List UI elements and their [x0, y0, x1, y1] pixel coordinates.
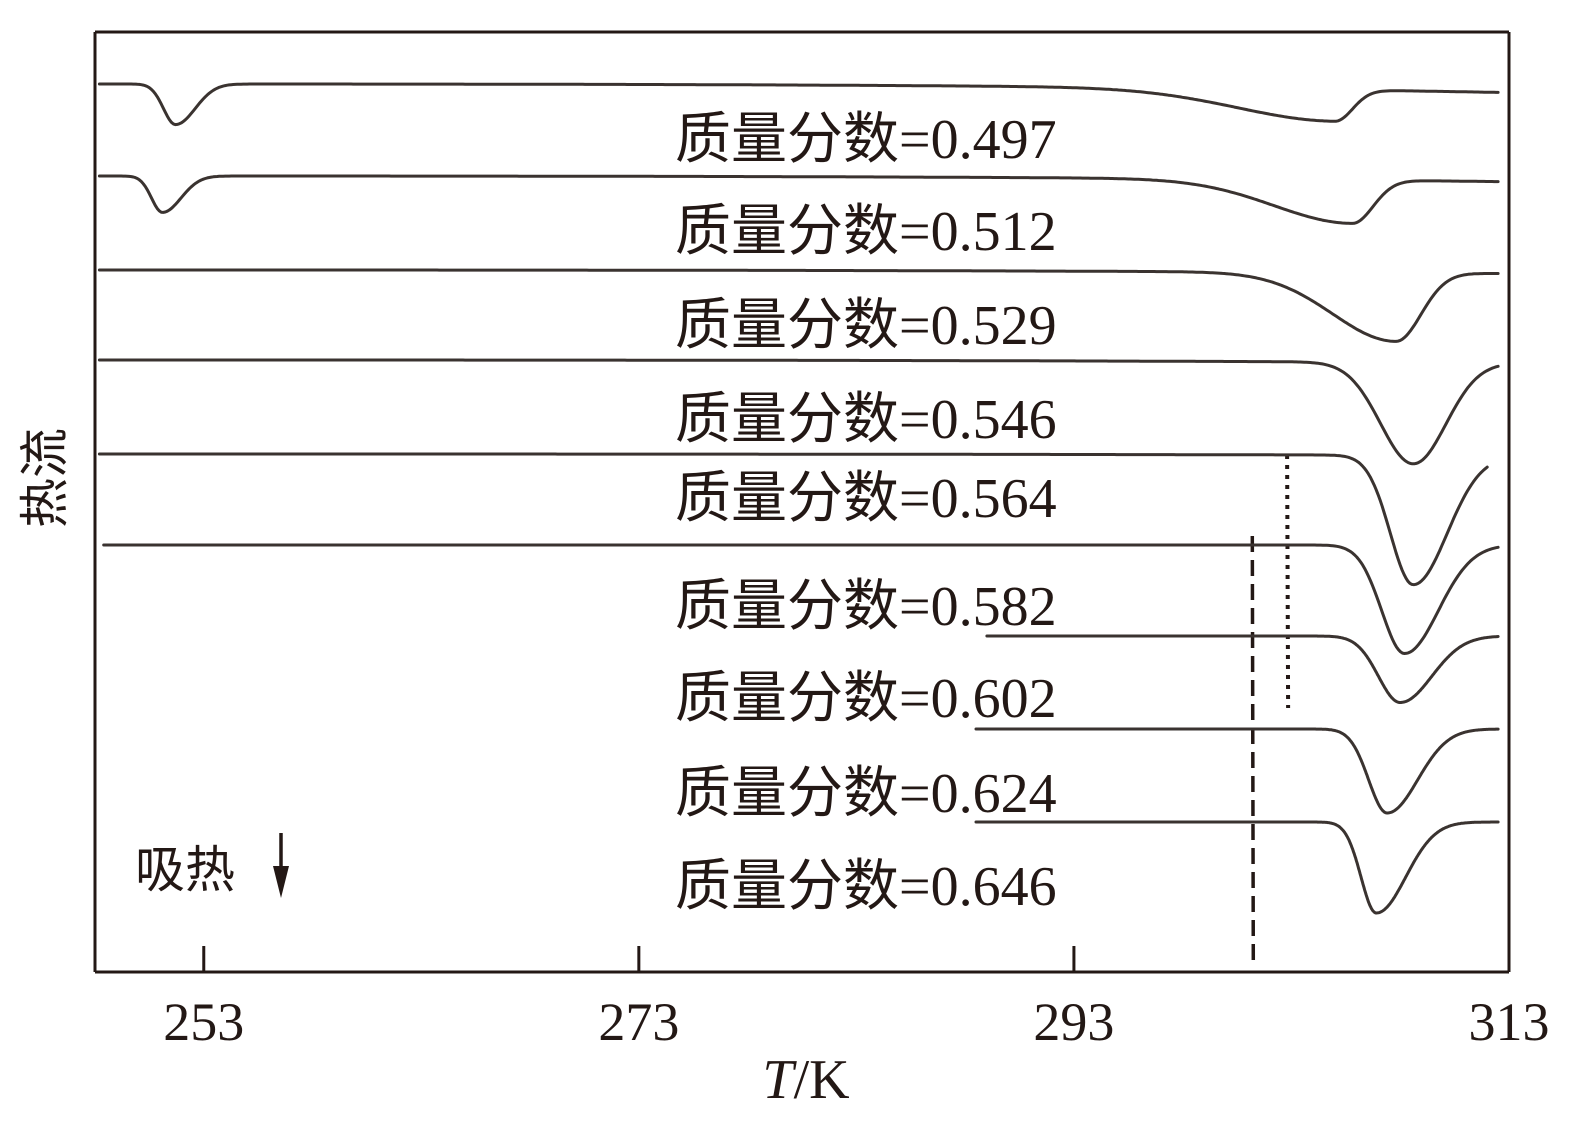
heat-flow-curve [97, 82, 1500, 127]
heat-flow-curve [97, 174, 1500, 225]
heat-flow-curve [974, 727, 1500, 815]
endothermic-annotation: 吸热 [135, 833, 289, 898]
mass-fraction-label: 质量分数=0.646 [675, 856, 1057, 918]
heat-flow-curve [102, 543, 1500, 655]
heat-flow-curve [985, 634, 1500, 704]
x-tick-label: 253 [163, 992, 244, 1052]
x-axis-label-unit: /K [794, 1049, 850, 1111]
mass-fraction-label: 质量分数=0.529 [675, 295, 1057, 357]
heat-flow-curve [97, 268, 1500, 343]
y-axis-label: 热流 [17, 428, 73, 528]
mass-fraction-label: 质量分数=0.497 [675, 109, 1057, 171]
dotted-guide-line [1285, 454, 1291, 709]
dashed-guide-line [1250, 535, 1256, 963]
endothermic-label: 吸热 [135, 842, 235, 898]
x-tick-label: 273 [598, 992, 679, 1052]
x-tick-label: 313 [1469, 992, 1550, 1052]
mass-fraction-label: 质量分数=0.512 [675, 201, 1057, 263]
mass-fraction-label: 质量分数=0.546 [675, 389, 1057, 451]
x-tick-label: 293 [1033, 992, 1114, 1052]
arrow-down-icon [273, 833, 289, 898]
heat-flow-curve [97, 452, 1489, 587]
x-axis-label-symbol: T [762, 1049, 797, 1111]
mass-fraction-label: 质量分数=0.564 [675, 468, 1057, 530]
mass-fraction-label: 质量分数=0.624 [675, 763, 1057, 825]
mass-fraction-label: 质量分数=0.602 [675, 668, 1057, 730]
heat-flow-curve [97, 358, 1500, 466]
curve-labels: 质量分数=0.497 质量分数=0.512 质量分数=0.529 质量分数=0.546… [675, 109, 1057, 918]
plot-frame [93, 30, 1511, 974]
heat-flow-curves [97, 82, 1500, 915]
transition-guides [1250, 454, 1291, 963]
mass-fraction-label: 质量分数=0.582 [675, 576, 1057, 638]
x-axis-label: T/K [762, 1049, 849, 1111]
x-ticks: 253 273 293 313 [163, 946, 1550, 1052]
heat-flow-curve [974, 820, 1500, 915]
